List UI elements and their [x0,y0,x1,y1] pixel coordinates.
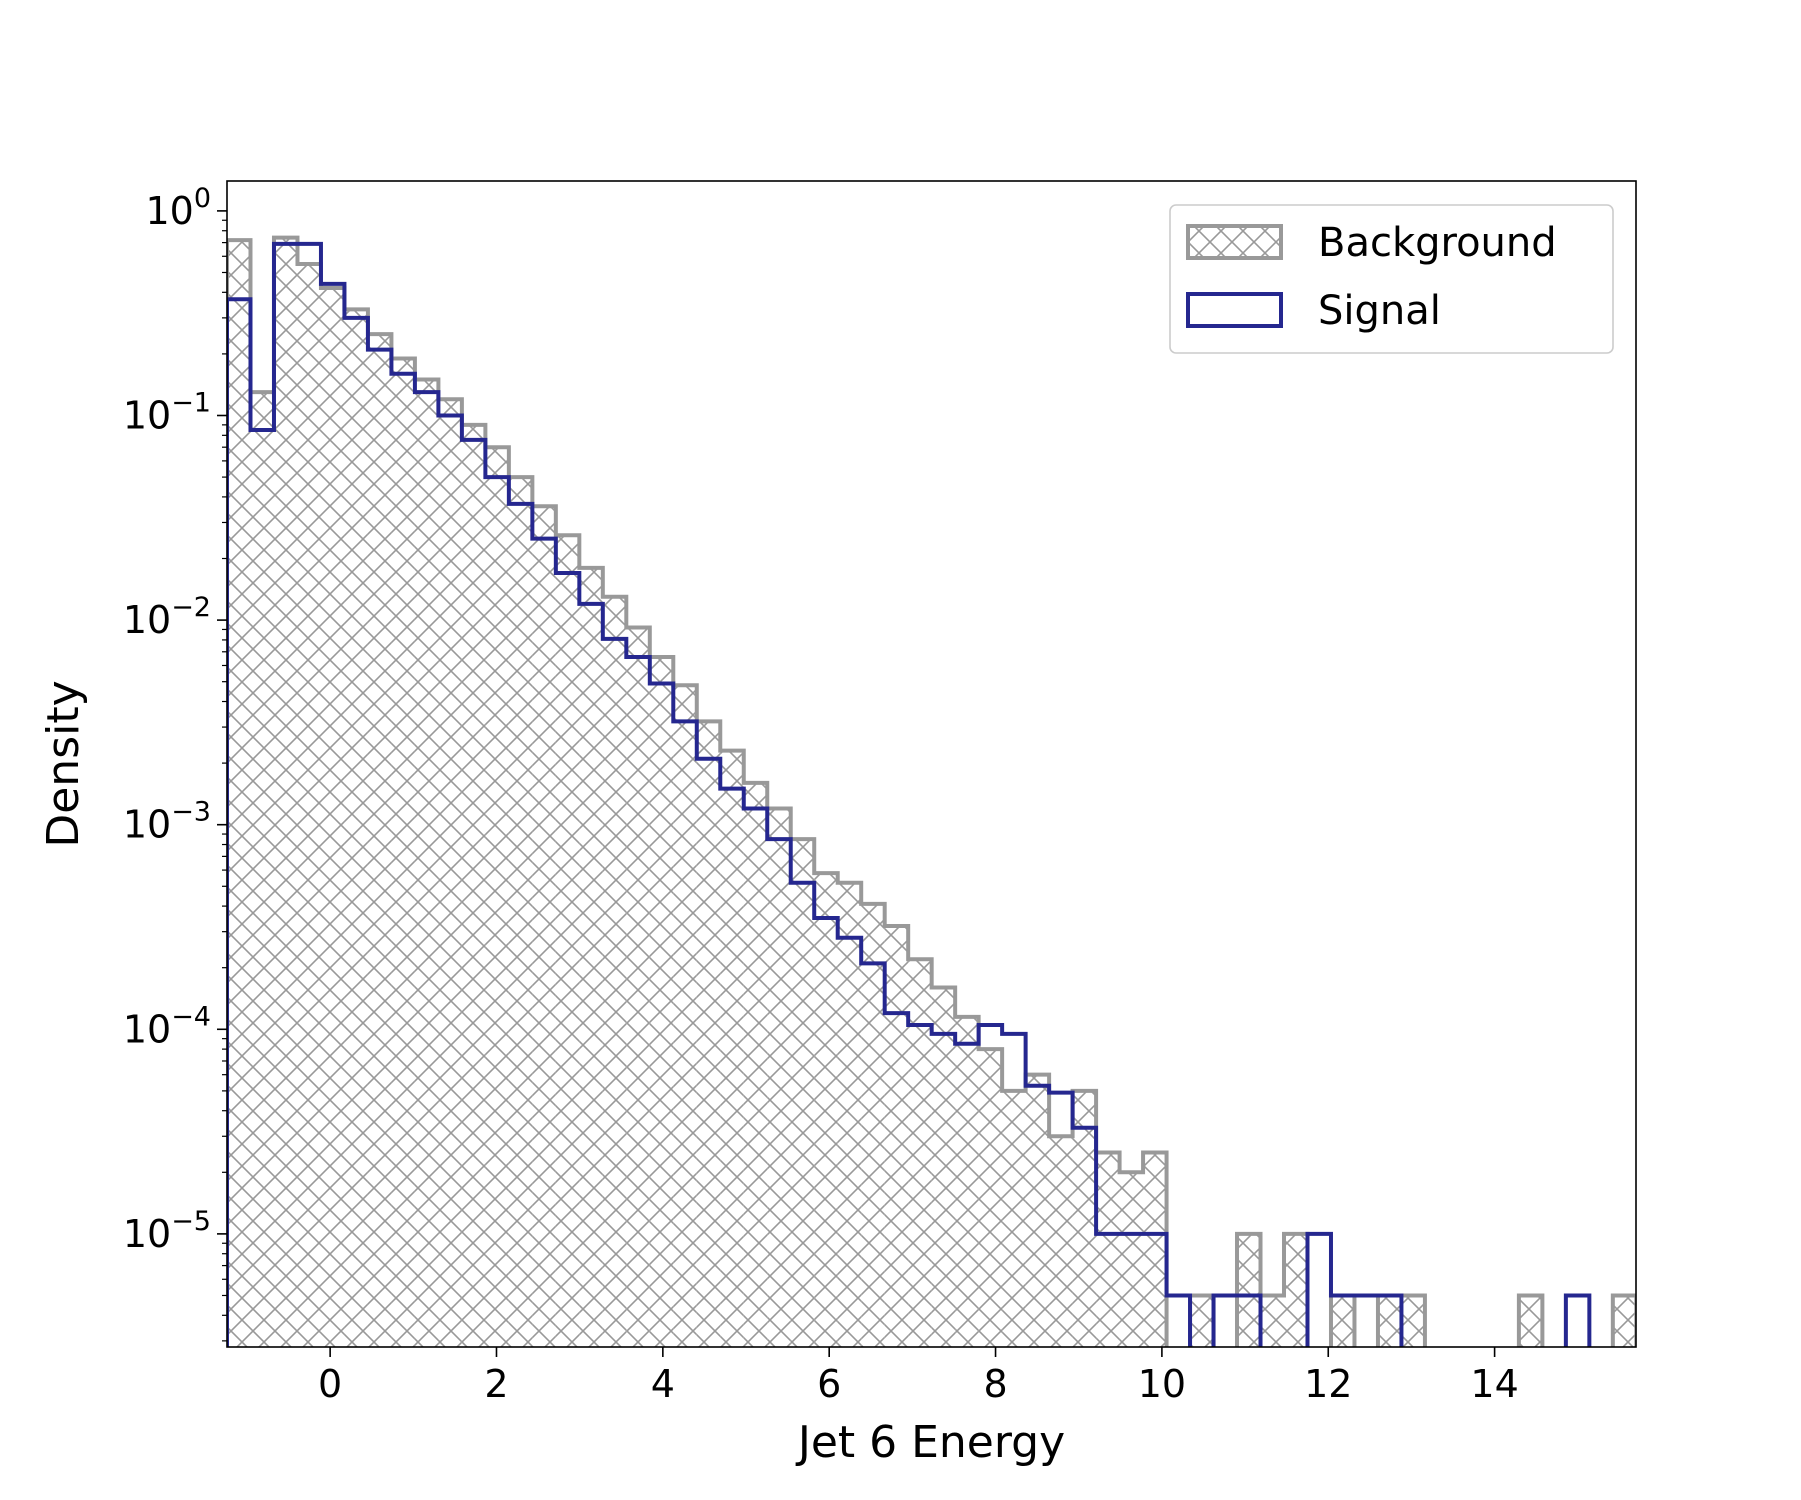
background-histogram [227,235,1636,1347]
background-bar [1330,1295,1355,1347]
background-bar [273,237,298,1347]
background-bar [1072,1090,1097,1347]
background-bar [955,1016,979,1347]
background-bar [861,903,885,1347]
background-bar [461,424,486,1347]
legend-swatch-signal [1186,292,1283,328]
background-bar [1002,1090,1026,1347]
x-tick-label: 10 [1138,1362,1186,1406]
x-tick-label: 4 [651,1362,675,1406]
background-bar [1096,1152,1120,1347]
y-tick-label: 100 [145,183,211,233]
x-tick-label: 2 [484,1362,508,1406]
legend-label-signal: Signal [1318,288,1441,334]
x-tick-label: 12 [1304,1362,1352,1406]
x-axis-title: Jet 6 Energy [795,1417,1065,1468]
x-tick-label: 0 [318,1362,342,1406]
background-bar [673,685,697,1347]
background-bar [320,287,345,1347]
x-tick-label: 6 [817,1362,841,1406]
background-bar [649,657,674,1347]
background-bar [1260,1295,1284,1347]
background-bar [978,1049,1003,1347]
background-bar [1049,1136,1073,1347]
background-bar [626,627,650,1347]
background-bar [720,750,744,1347]
signal-outline [227,241,1592,1347]
legend: Background Signal [1169,204,1614,354]
y-axis-title: Density [38,680,89,847]
x-tick-label: 14 [1470,1362,1518,1406]
axes: 0 2 4 6 8 10 12 14 100 10−1 10−2 10−3 10−4 10−5 [123,180,1637,1406]
background-bar [227,240,251,1347]
background-bar [1518,1295,1543,1347]
background-bar [1284,1233,1308,1347]
background-bar [1025,1074,1050,1347]
background-bar [696,721,721,1347]
background-bar [1143,1152,1167,1347]
background-bar [344,309,368,1347]
background-bar [602,596,627,1347]
background-bar [438,399,462,1347]
background-bar [814,873,838,1347]
background-bar [1237,1233,1261,1347]
y-tick-label: 10−1 [123,387,211,437]
background-bar [884,925,909,1347]
y-tick-label: 10−4 [123,1001,211,1051]
background-bar [1377,1295,1402,1347]
legend-swatch-background [1186,224,1283,260]
background-bar [1119,1172,1144,1347]
legend-label-background: Background [1318,220,1557,266]
background-bar [1612,1295,1636,1347]
y-tick-label: 10−3 [123,797,211,847]
background-bar [1401,1295,1425,1347]
background-bar [391,358,415,1347]
y-tick-label: 10−2 [123,592,211,642]
background-bar [555,535,580,1347]
background-bar [367,334,392,1347]
background-bar [485,447,509,1347]
background-bar [250,392,274,1347]
background-bar [767,808,791,1347]
background-bar [579,567,603,1347]
plot-frame [226,180,1637,1348]
background-bar [837,882,862,1347]
background-bar [414,379,439,1347]
background-bar [297,264,321,1347]
x-tick-label: 8 [983,1362,1007,1406]
background-bar [508,477,533,1347]
background-bar [1190,1295,1214,1347]
y-tick-label: 10−5 [123,1206,211,1256]
background-bar [908,959,932,1347]
background-bar [743,782,768,1347]
background-bar [790,839,815,1347]
background-bar [532,506,556,1347]
plot-area [227,235,1636,1347]
background-bar [931,987,956,1347]
